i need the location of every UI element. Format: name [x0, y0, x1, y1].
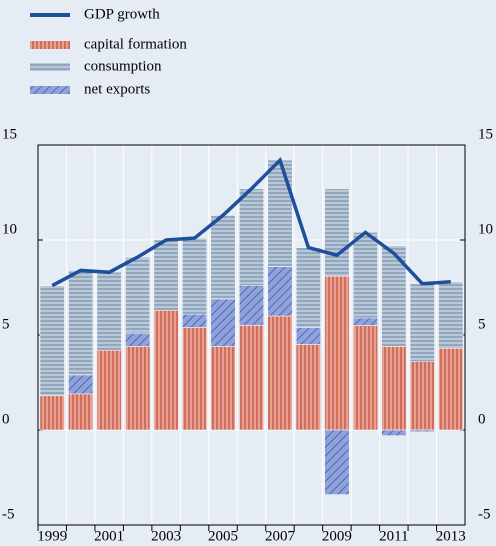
- bar-segment: [182, 237, 208, 315]
- bar-segment: [352, 325, 378, 431]
- y2-tick-label: 0: [478, 411, 486, 427]
- legend-swatch: [30, 86, 70, 94]
- bar-segment: [68, 270, 94, 376]
- y-tick-label: 10: [2, 221, 17, 237]
- x-tick-label: 2001: [94, 528, 124, 544]
- bar-segment: [39, 285, 65, 397]
- bar-segment: [438, 281, 464, 349]
- bar-segment: [39, 395, 65, 431]
- x-tick-label: 2013: [436, 528, 466, 544]
- gdp-line: [51, 156, 451, 288]
- bar-segment: [68, 393, 94, 431]
- bar-segment: [381, 346, 407, 431]
- y-tick-label: 0: [2, 411, 10, 427]
- x-tick-label: 1999: [37, 528, 67, 544]
- legend-label: GDP growth: [84, 6, 160, 22]
- bar-segment: [267, 159, 293, 267]
- y2-tick-label: 10: [478, 221, 493, 237]
- bar-segment: [295, 344, 321, 431]
- bar-segment: [381, 429, 407, 436]
- bar-segment: [182, 327, 208, 431]
- legend-label: consumption: [84, 58, 162, 74]
- bar-segment: [295, 247, 321, 328]
- bar-segment: [267, 315, 293, 431]
- bar-segment: [324, 275, 350, 431]
- bar-segment: [267, 266, 293, 317]
- y-tick-label: -5: [2, 506, 15, 522]
- bar-segment: [96, 349, 122, 431]
- bar-segment: [153, 239, 179, 311]
- legend-swatch: [30, 63, 70, 71]
- y-tick-label: 5: [2, 316, 10, 332]
- bar-segment: [239, 285, 264, 326]
- bar-segment: [153, 310, 179, 431]
- bar-segment: [125, 332, 151, 347]
- bar-segment: [409, 283, 435, 362]
- y-tick-label: 15: [2, 126, 17, 142]
- legend-label: net exports: [84, 81, 150, 97]
- bar-segment: [239, 325, 264, 431]
- bar-segment: [239, 188, 264, 286]
- bar-segment: [182, 313, 208, 328]
- x-tick-label: 2007: [265, 528, 296, 544]
- bar-segment: [324, 188, 350, 277]
- bar-segment: [125, 256, 151, 334]
- legend-swatch: [30, 41, 70, 49]
- y2-tick-label: -5: [478, 506, 491, 522]
- bar-segment: [409, 429, 435, 433]
- y2-tick-label: 5: [478, 316, 486, 332]
- bar-segment: [210, 298, 236, 347]
- x-tick-label: 2011: [379, 528, 408, 544]
- bar-segment: [324, 429, 350, 495]
- bar-segment: [295, 327, 321, 345]
- bar-segment: [210, 215, 236, 300]
- bar-segment: [96, 272, 122, 351]
- x-tick-label: 2009: [322, 528, 352, 544]
- legend-label: capital formation: [84, 36, 187, 52]
- bar-segment: [352, 317, 378, 326]
- y2-tick-label: 15: [478, 126, 493, 142]
- bar-segment: [352, 232, 378, 319]
- plot-frame: [37, 144, 466, 526]
- bar-segment: [409, 361, 435, 431]
- bar-segment: [125, 346, 151, 431]
- bar-segment: [210, 346, 236, 431]
- x-tick-label: 2003: [151, 528, 181, 544]
- bar-segment: [438, 348, 464, 431]
- x-tick-label: 2005: [208, 528, 238, 544]
- bar-segment: [68, 374, 94, 395]
